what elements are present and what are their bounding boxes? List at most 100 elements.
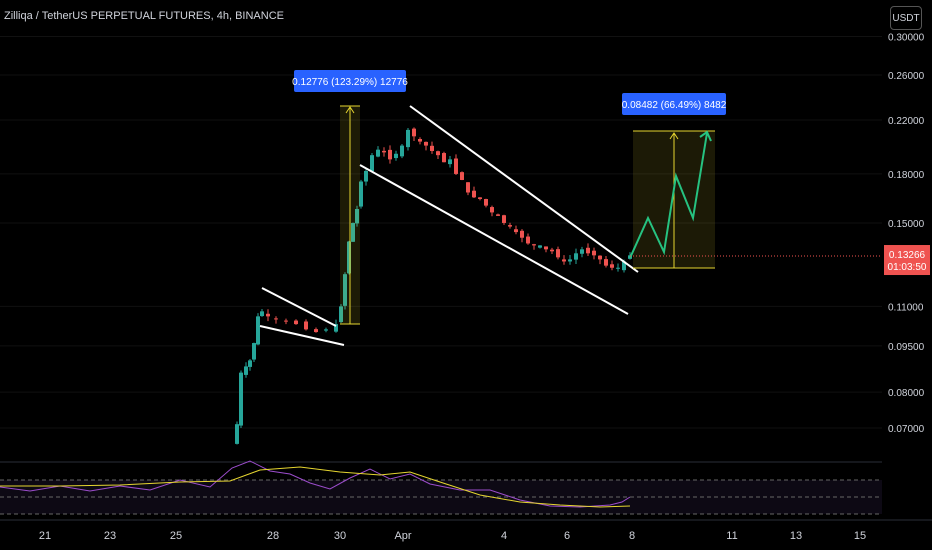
candle-body bbox=[436, 151, 440, 156]
candle-body bbox=[359, 181, 363, 207]
candle-body bbox=[502, 215, 506, 223]
candle-body bbox=[347, 241, 351, 274]
time-tick-label: Apr bbox=[394, 530, 411, 542]
price-tick-label: 0.26000 bbox=[888, 71, 925, 82]
rsi-ma-line bbox=[0, 466, 631, 508]
time-axis-bg bbox=[0, 520, 932, 550]
candle-body bbox=[568, 259, 572, 262]
projection-path bbox=[629, 132, 708, 259]
candle-body bbox=[616, 267, 620, 269]
price-tick-label: 0.07000 bbox=[888, 424, 925, 435]
current-price-tag bbox=[884, 245, 930, 276]
time-tick-label: 13 bbox=[790, 530, 802, 542]
candle-body bbox=[382, 150, 386, 153]
candle-body bbox=[544, 246, 548, 250]
candle-body bbox=[406, 129, 410, 148]
time-tick-label: 30 bbox=[334, 530, 346, 542]
currency-badge[interactable]: USDT bbox=[890, 6, 922, 30]
candle-body bbox=[256, 316, 260, 345]
measure-box-1-arrowhead bbox=[345, 106, 355, 114]
measure-label-2: 0.08482 (66.49%) 8482 bbox=[622, 100, 727, 111]
measure-box-2-arrowhead bbox=[669, 132, 679, 140]
candle-body bbox=[343, 274, 347, 306]
candle-body bbox=[526, 236, 530, 244]
candle-body bbox=[351, 222, 355, 242]
candle-body bbox=[400, 145, 404, 157]
price-tick-label: 0.30000 bbox=[888, 33, 925, 44]
candle-body bbox=[484, 199, 488, 206]
candle-body bbox=[412, 128, 416, 137]
candle-body bbox=[490, 207, 494, 213]
wedge-lower-line bbox=[359, 164, 629, 315]
price-tick-label: 0.08000 bbox=[888, 388, 925, 399]
current-price-value: 0.13266 bbox=[889, 250, 926, 261]
candle-body bbox=[294, 320, 298, 325]
candle-body bbox=[532, 244, 536, 246]
measure-label-1: 0.12776 (123.29%) 12776 bbox=[292, 77, 408, 88]
candle-body bbox=[260, 311, 264, 317]
candle-body bbox=[324, 329, 328, 331]
measure-label-2-bg bbox=[622, 93, 726, 115]
candle-body bbox=[448, 159, 452, 165]
time-tick-label: 15 bbox=[854, 530, 866, 542]
candle-body bbox=[334, 324, 338, 332]
candle-body bbox=[604, 259, 608, 266]
candle-body bbox=[388, 149, 392, 160]
price-axis[interactable]: 0.30000 0.26000 0.22000 0.18000 0.15000 0.110… bbox=[630, 0, 932, 520]
candle-body bbox=[394, 153, 398, 159]
candle-body bbox=[370, 155, 374, 172]
candle-body bbox=[244, 366, 248, 375]
candle-body bbox=[304, 321, 308, 330]
annotation-labels: 0.12776 (123.29%) 12776 0.08482 (66.49%) … bbox=[292, 70, 727, 115]
candle-body bbox=[266, 313, 270, 317]
candle-body bbox=[376, 149, 380, 157]
time-tick-label: 21 bbox=[39, 530, 51, 542]
candle-body bbox=[562, 259, 566, 262]
candle-body bbox=[574, 253, 578, 260]
candle-body bbox=[364, 170, 368, 182]
price-tick-label: 0.15000 bbox=[888, 219, 925, 230]
candle-body bbox=[284, 320, 288, 322]
candle-body bbox=[252, 343, 256, 360]
symbol-title[interactable]: Zilliqa / TetherUS PERPETUAL FUTURES, 4h… bbox=[4, 10, 284, 22]
candle-body bbox=[478, 197, 482, 199]
candle-body bbox=[235, 424, 239, 444]
candle-body bbox=[355, 208, 359, 224]
time-tick-label: 11 bbox=[726, 530, 737, 542]
grid-lines bbox=[0, 36, 882, 429]
candle-body bbox=[248, 360, 252, 367]
candle-body bbox=[442, 153, 446, 163]
candle-body bbox=[430, 145, 434, 152]
wedge-upper-line bbox=[409, 105, 639, 273]
candle-body bbox=[454, 158, 458, 174]
time-tick-label: 23 bbox=[104, 530, 116, 542]
time-tick-label: 6 bbox=[564, 530, 570, 542]
candle-body bbox=[556, 249, 560, 258]
measure-label-1-bg bbox=[294, 70, 406, 92]
flag-lower-line bbox=[259, 325, 345, 346]
candle-body bbox=[472, 190, 476, 198]
candle-body bbox=[520, 230, 524, 238]
candle-body bbox=[496, 214, 500, 216]
candle-body bbox=[580, 249, 584, 254]
price-tick-label: 0.22000 bbox=[888, 116, 925, 127]
candle-body bbox=[274, 318, 278, 320]
candle-body bbox=[550, 249, 554, 252]
candle-body bbox=[418, 138, 422, 142]
rsi-pane: 80.0045.2837.70 bbox=[0, 460, 932, 521]
time-tick-label: 4 bbox=[501, 530, 507, 542]
candle-body bbox=[592, 250, 596, 256]
candle-body bbox=[622, 261, 626, 271]
time-tick-label: 28 bbox=[267, 530, 279, 542]
candle-body bbox=[239, 372, 243, 426]
candle-body bbox=[466, 182, 470, 193]
candle-body bbox=[514, 229, 518, 233]
time-axis[interactable]: 21 23 25 28 30 Apr 4 6 8 11 13 15 bbox=[0, 519, 932, 550]
candle-body bbox=[610, 264, 614, 268]
candle-body bbox=[538, 245, 542, 248]
flag-upper-line bbox=[261, 287, 337, 327]
candle-body bbox=[314, 329, 318, 333]
projection-arrowhead bbox=[699, 130, 712, 142]
price-tick-label: 0.09500 bbox=[888, 342, 925, 353]
time-tick-label: 25 bbox=[170, 530, 182, 542]
